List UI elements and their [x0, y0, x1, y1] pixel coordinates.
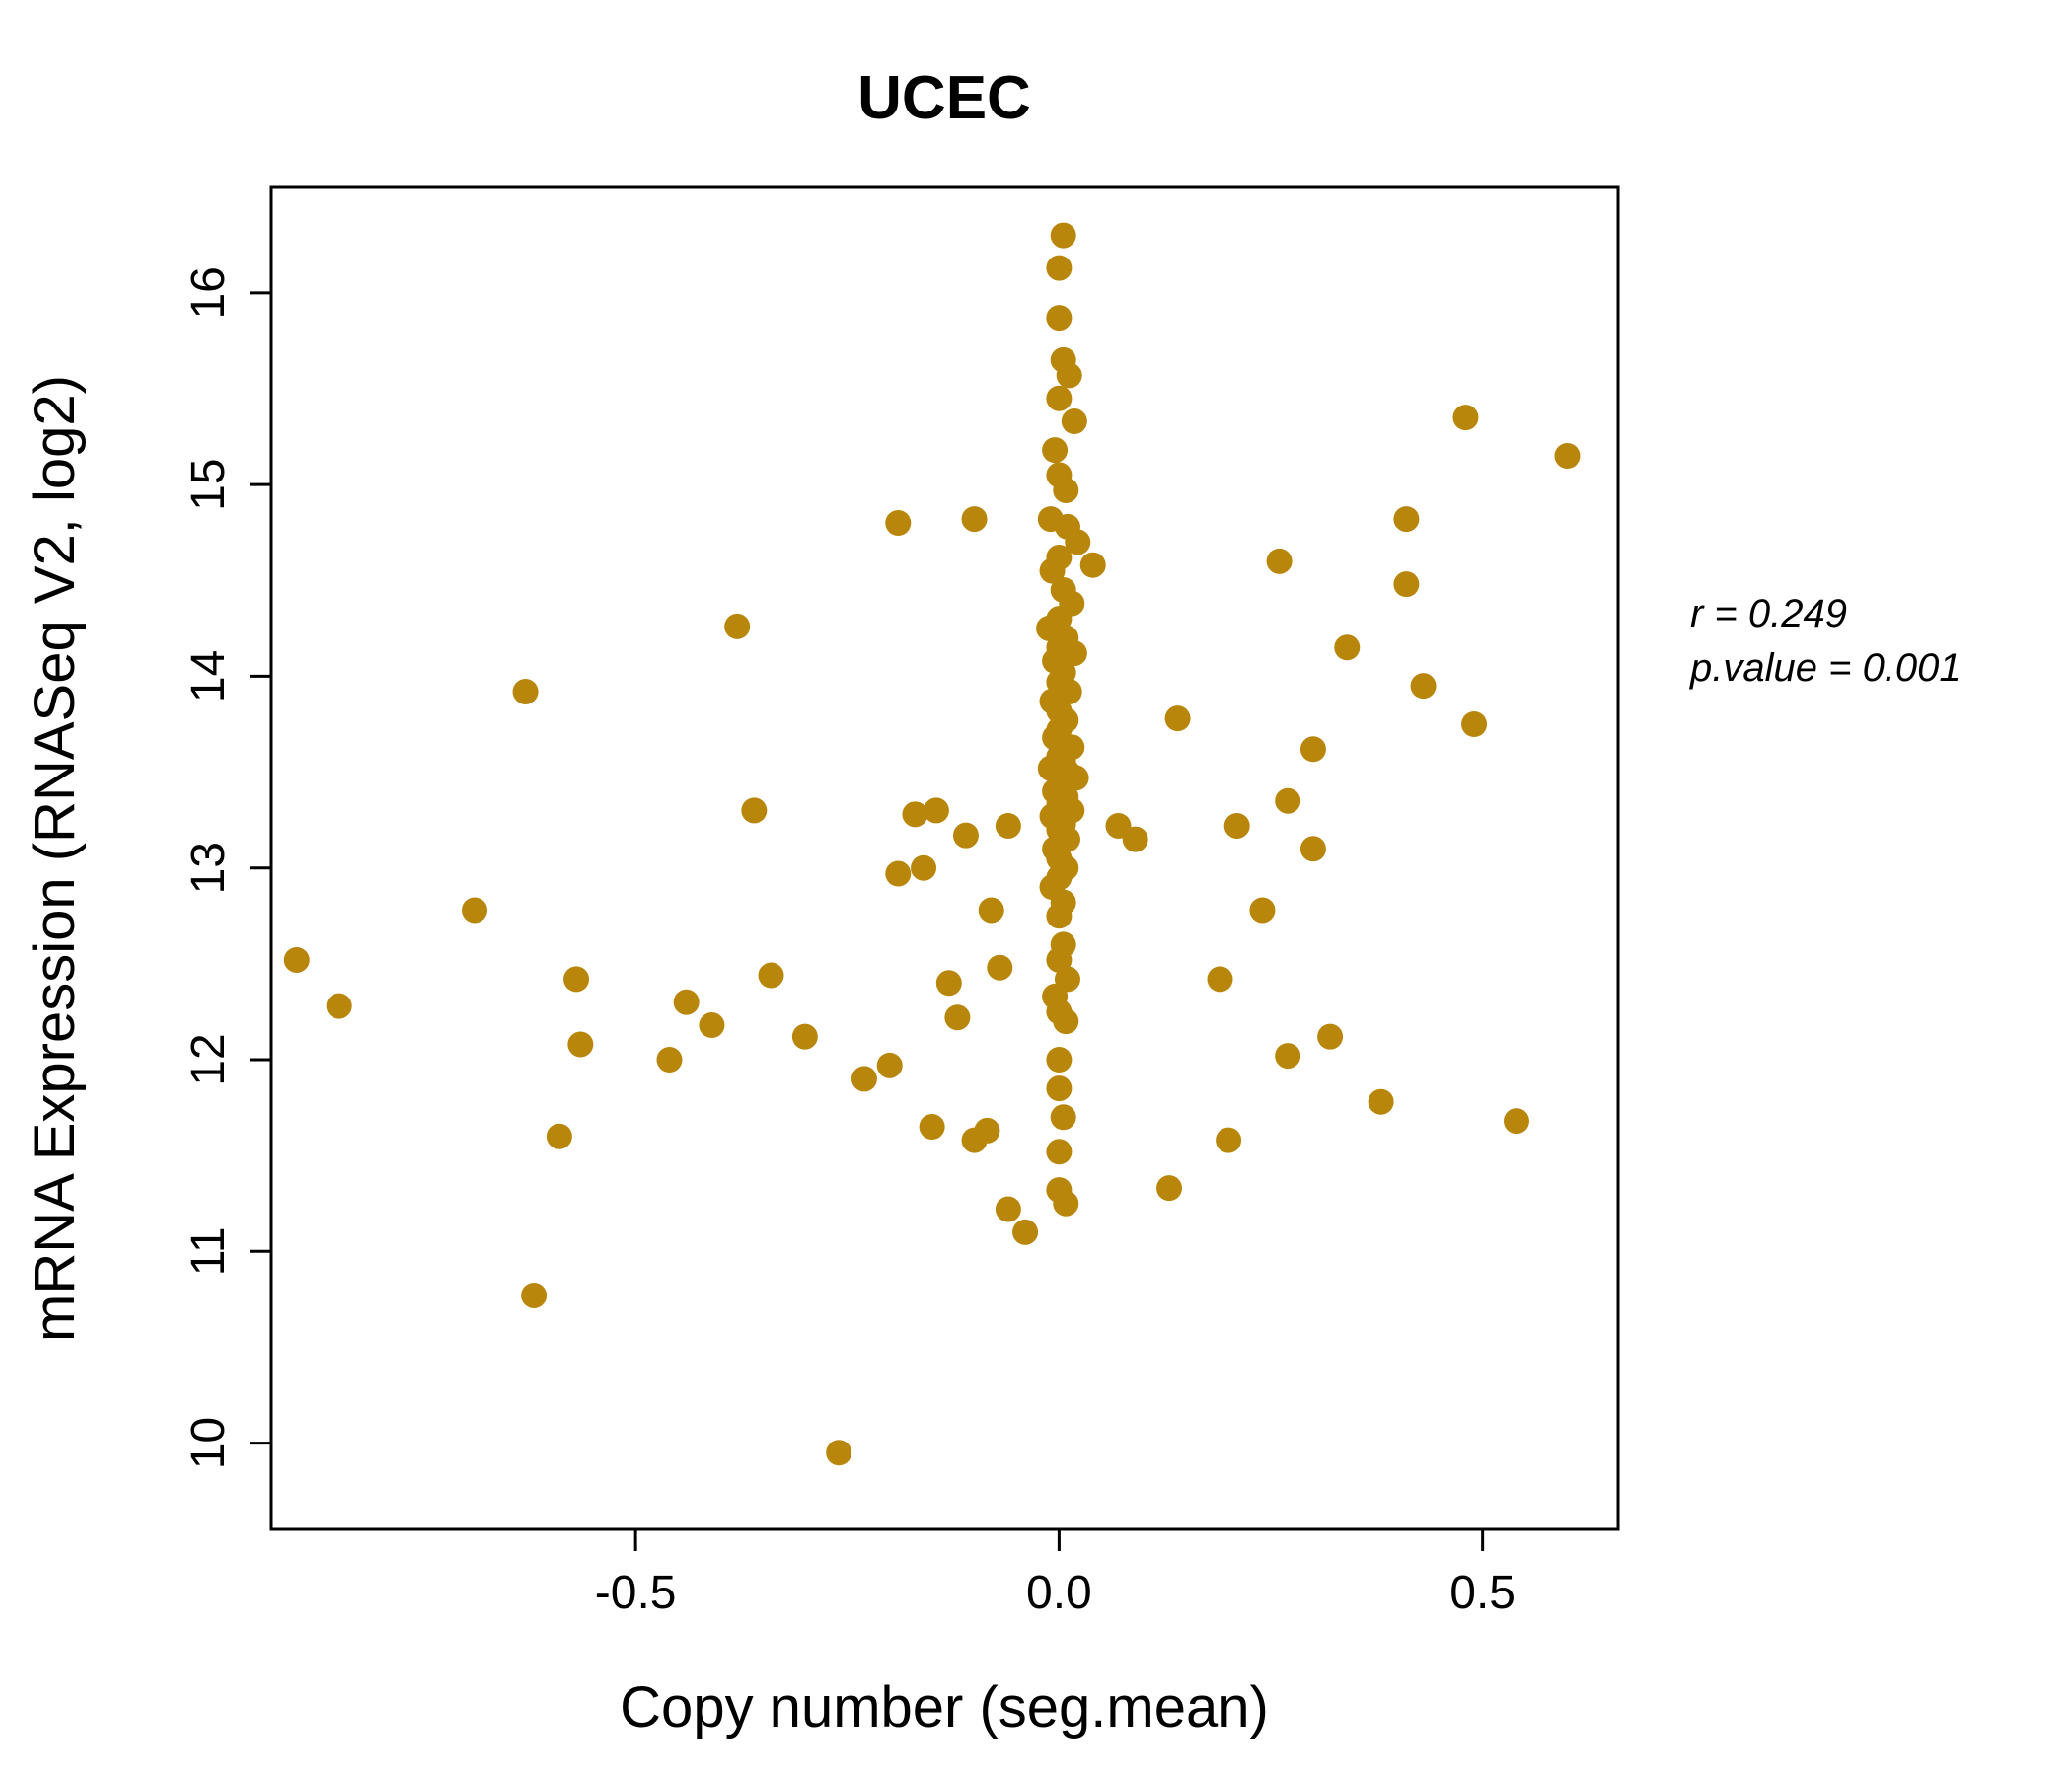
x-tick-label: 0.5 [1449, 1567, 1516, 1619]
scatter-point [567, 1031, 594, 1058]
scatter-point [1046, 255, 1073, 281]
scatter-point [1334, 634, 1361, 661]
scatter-point [1368, 1088, 1394, 1115]
scatter-point [935, 970, 962, 997]
scatter-point [1061, 408, 1087, 435]
scatter-point [902, 801, 928, 828]
scatter-point [1042, 437, 1069, 464]
chart-title: UCEC [857, 64, 1031, 132]
scatter-point [1050, 222, 1076, 249]
y-tick-label: 13 [183, 842, 235, 894]
scatter-point [974, 1117, 1000, 1144]
scatter-point [961, 506, 988, 533]
scatter-point [851, 1066, 877, 1092]
scatter-point [1053, 1008, 1079, 1035]
scatter-point [1207, 966, 1233, 993]
scatter-point [1317, 1023, 1344, 1050]
scatter-point [1050, 1104, 1076, 1131]
scatter-point [1046, 903, 1073, 929]
plot-area: -0.5 0.0 0.5 10 11 12 13 14 15 16 [183, 185, 1620, 1619]
scatter-point [1266, 548, 1293, 574]
scatter-point [885, 860, 912, 887]
scatter-point [1275, 787, 1301, 814]
scatter-point [885, 510, 912, 536]
scatter-point [1039, 557, 1066, 584]
scatter-point [1046, 1075, 1073, 1102]
scatter-point [326, 993, 352, 1019]
y-tick-label: 12 [183, 1033, 235, 1085]
scatter-point [1012, 1219, 1039, 1245]
x-tick-label: -0.5 [595, 1567, 677, 1619]
scatter-point [699, 1012, 725, 1039]
scatter-point [563, 966, 590, 993]
scatter-point [1053, 1190, 1079, 1217]
scatter-point [656, 1047, 683, 1073]
annotation-r-value: r = 0.249 [1690, 592, 1847, 635]
scatter-point [1393, 571, 1420, 598]
scatter-point [1393, 506, 1420, 533]
scatter-point [673, 989, 700, 1015]
scatter-point [1299, 836, 1326, 862]
scatter-point [995, 1196, 1021, 1222]
x-tick-label: 0.0 [1026, 1567, 1092, 1619]
scatter-point [1046, 1139, 1073, 1165]
y-tick-label: 14 [183, 650, 235, 703]
scatter-point [1275, 1043, 1301, 1070]
scatter-point [1046, 1047, 1073, 1073]
scatter-point [1410, 673, 1437, 700]
scatter-point [1079, 552, 1106, 578]
scatter-point [1452, 405, 1479, 431]
scatter-point [1065, 529, 1091, 555]
scatter-point [724, 613, 751, 639]
scatter-point [741, 797, 768, 824]
scatter-point [987, 954, 1013, 981]
scatter-point [1223, 812, 1250, 839]
scatter-point [923, 797, 949, 824]
plot-frame [269, 185, 1620, 1531]
y-tick-label: 11 [183, 1226, 235, 1276]
scatter-point [826, 1440, 852, 1466]
annotation-p-value: p.value = 0.001 [1689, 646, 1961, 690]
scatter-point [978, 897, 1004, 924]
scatter-point [1053, 477, 1079, 503]
scatter-point [911, 854, 937, 881]
scatter-point [462, 897, 488, 924]
scatter-point [1046, 305, 1073, 332]
scatter-point [283, 946, 310, 973]
scatter-point [876, 1052, 903, 1078]
scatter-point [546, 1123, 572, 1149]
scatter-point [512, 678, 539, 704]
scatter-point [1554, 443, 1581, 469]
scatter-point [521, 1282, 548, 1308]
scatter-point [1503, 1108, 1529, 1135]
scatter-point [995, 812, 1021, 839]
scatter-point [1046, 385, 1073, 411]
scatter-point [919, 1114, 945, 1140]
scatter-point [1461, 711, 1488, 737]
scatter-point [1061, 640, 1087, 667]
scatter-point [944, 1004, 971, 1031]
y-tick-label: 16 [183, 266, 235, 319]
scatter-point [1249, 897, 1276, 924]
scatter-point [1156, 1175, 1182, 1202]
y-tick-label: 10 [183, 1417, 235, 1469]
scatter-point [1164, 705, 1191, 732]
scatter-point [952, 822, 979, 849]
x-axis-label: Copy number (seg.mean) [620, 1675, 1269, 1739]
scatter-point [791, 1023, 818, 1050]
scatter-point [758, 962, 784, 989]
y-tick-label: 15 [183, 458, 235, 510]
y-axis-label: mRNA Expression (RNASeq V2, log2) [23, 375, 87, 1342]
correlation-annotation: r = 0.249 p.value = 0.001 [1689, 592, 1961, 690]
scatter-point [1122, 826, 1148, 852]
scatter-point [1216, 1127, 1242, 1153]
scatter-point [1056, 362, 1082, 389]
scatter-point [1299, 736, 1326, 763]
scatter-point [1046, 946, 1073, 973]
